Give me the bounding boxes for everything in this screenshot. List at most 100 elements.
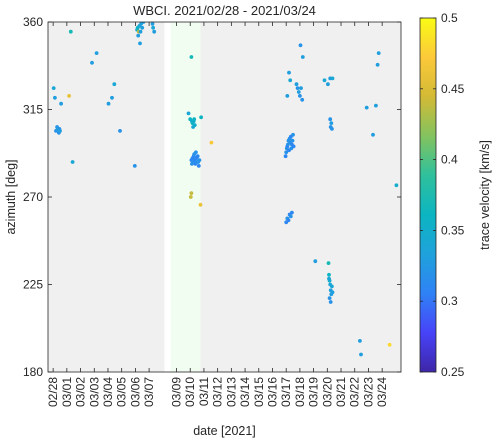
data-point [298,94,302,98]
data-point [197,158,202,163]
data-point [110,95,114,100]
x-tick-label: 03/23 [361,377,375,407]
data-point [371,132,375,137]
colorbar-ticks: 0.25 0.3 0.35 0.4 0.45 0.5 [420,11,465,379]
data-point [141,22,146,24]
x-tick-label: 03/13 [224,377,238,407]
y-tick-label: 315 [23,103,43,117]
data-point [328,117,333,122]
shaded-periods [48,22,401,372]
data-point [132,164,137,168]
y-tick-label: 180 [23,365,43,379]
data-point [288,78,293,83]
data-point [138,29,143,34]
data-point [196,164,201,168]
x-tick-label: 03/10 [183,377,197,407]
x-tick-label: 03/16 [266,377,280,407]
y-tick-label: 225 [23,278,43,292]
data-point [327,276,331,281]
colorbar-tick-label: 0.35 [441,223,465,237]
data-point [195,154,200,159]
y-tick-label: 360 [23,15,43,29]
x-tick-label: 03/24 [375,377,389,407]
data-point [290,210,294,215]
data-point [209,140,214,145]
colorbar-tick-label: 0.5 [441,11,458,25]
data-point [330,126,334,131]
data-point [300,97,305,102]
data-point [138,41,142,46]
data-point [291,132,295,137]
chart-title: WBCI. 2021/02/28 - 2021/03/24 [133,3,316,18]
data-point [294,82,299,87]
x-tick-label: 03/04 [101,377,115,407]
data-point [192,123,197,127]
data-point [330,76,335,81]
data-point [118,129,122,133]
x-axis-ticks: 02/28 03/01 03/02 03/03 03/04 03/05 03/06 03/07… [46,22,389,407]
data-point [358,339,362,343]
x-tick-label: 03/20 [320,377,334,407]
data-point [287,70,291,75]
data-point [327,296,332,300]
data-point [387,342,392,347]
x-tick-label: 03/06 [128,377,142,407]
x-tick-label: 03/18 [293,377,307,407]
data-point [199,115,204,120]
x-tick-label: 03/14 [238,377,252,407]
x-tick-label: 03/11 [197,377,211,406]
data-point [299,86,303,90]
data-point [70,160,75,164]
data-point [284,150,289,155]
y-axis-title: azimuth [deg] [4,159,18,234]
colorbar-tick-label: 0.45 [441,82,465,96]
data-point [106,101,111,106]
shaded-span [200,22,401,372]
data-point [313,259,318,264]
y-tick-label: 270 [23,190,43,204]
x-axis-title: date [2021] [193,424,256,438]
x-tick-label: 03/19 [307,377,321,407]
data-point [290,138,295,143]
data-point [140,25,145,30]
x-tick-label: 03/01 [60,377,74,407]
colorbar-tick-label: 0.3 [441,294,458,308]
x-tick-label: 03/17 [279,377,293,407]
colorbar-label: trace velocity [km/s] [478,140,492,250]
data-point [112,82,117,87]
data-point [136,33,141,38]
x-tick-label: 03/05 [115,377,129,407]
data-point [394,183,399,188]
data-point [328,300,333,304]
y-axis-ticks: 180 225 270 315 360 [23,15,401,379]
data-point [189,191,194,196]
x-tick-label: 03/09 [170,377,184,407]
data-point [322,78,327,83]
shaded-span [170,22,201,372]
data-point [90,60,94,65]
data-point [295,86,300,90]
data-point [285,94,290,98]
x-tick-label: 03/07 [142,377,156,407]
data-point [192,117,197,122]
data-point [374,103,378,108]
colorbar-tick-label: 0.4 [441,153,458,167]
data-point [94,51,99,55]
data-point [327,272,331,277]
x-tick-label: 03/12 [211,377,225,407]
data-points [51,22,399,357]
data-point [150,22,155,26]
data-point [51,86,56,90]
data-point [283,154,288,159]
data-point [326,82,330,87]
data-point [359,352,363,357]
data-point [326,261,331,265]
x-tick-label: 03/21 [334,377,348,407]
data-point [188,195,193,199]
data-point [330,284,334,289]
x-tick-label: 03/22 [348,377,362,407]
data-point [67,94,71,98]
x-tick-label: 03/03 [87,377,101,407]
data-point [152,29,157,34]
colorbar-tick-label: 0.25 [441,365,465,379]
